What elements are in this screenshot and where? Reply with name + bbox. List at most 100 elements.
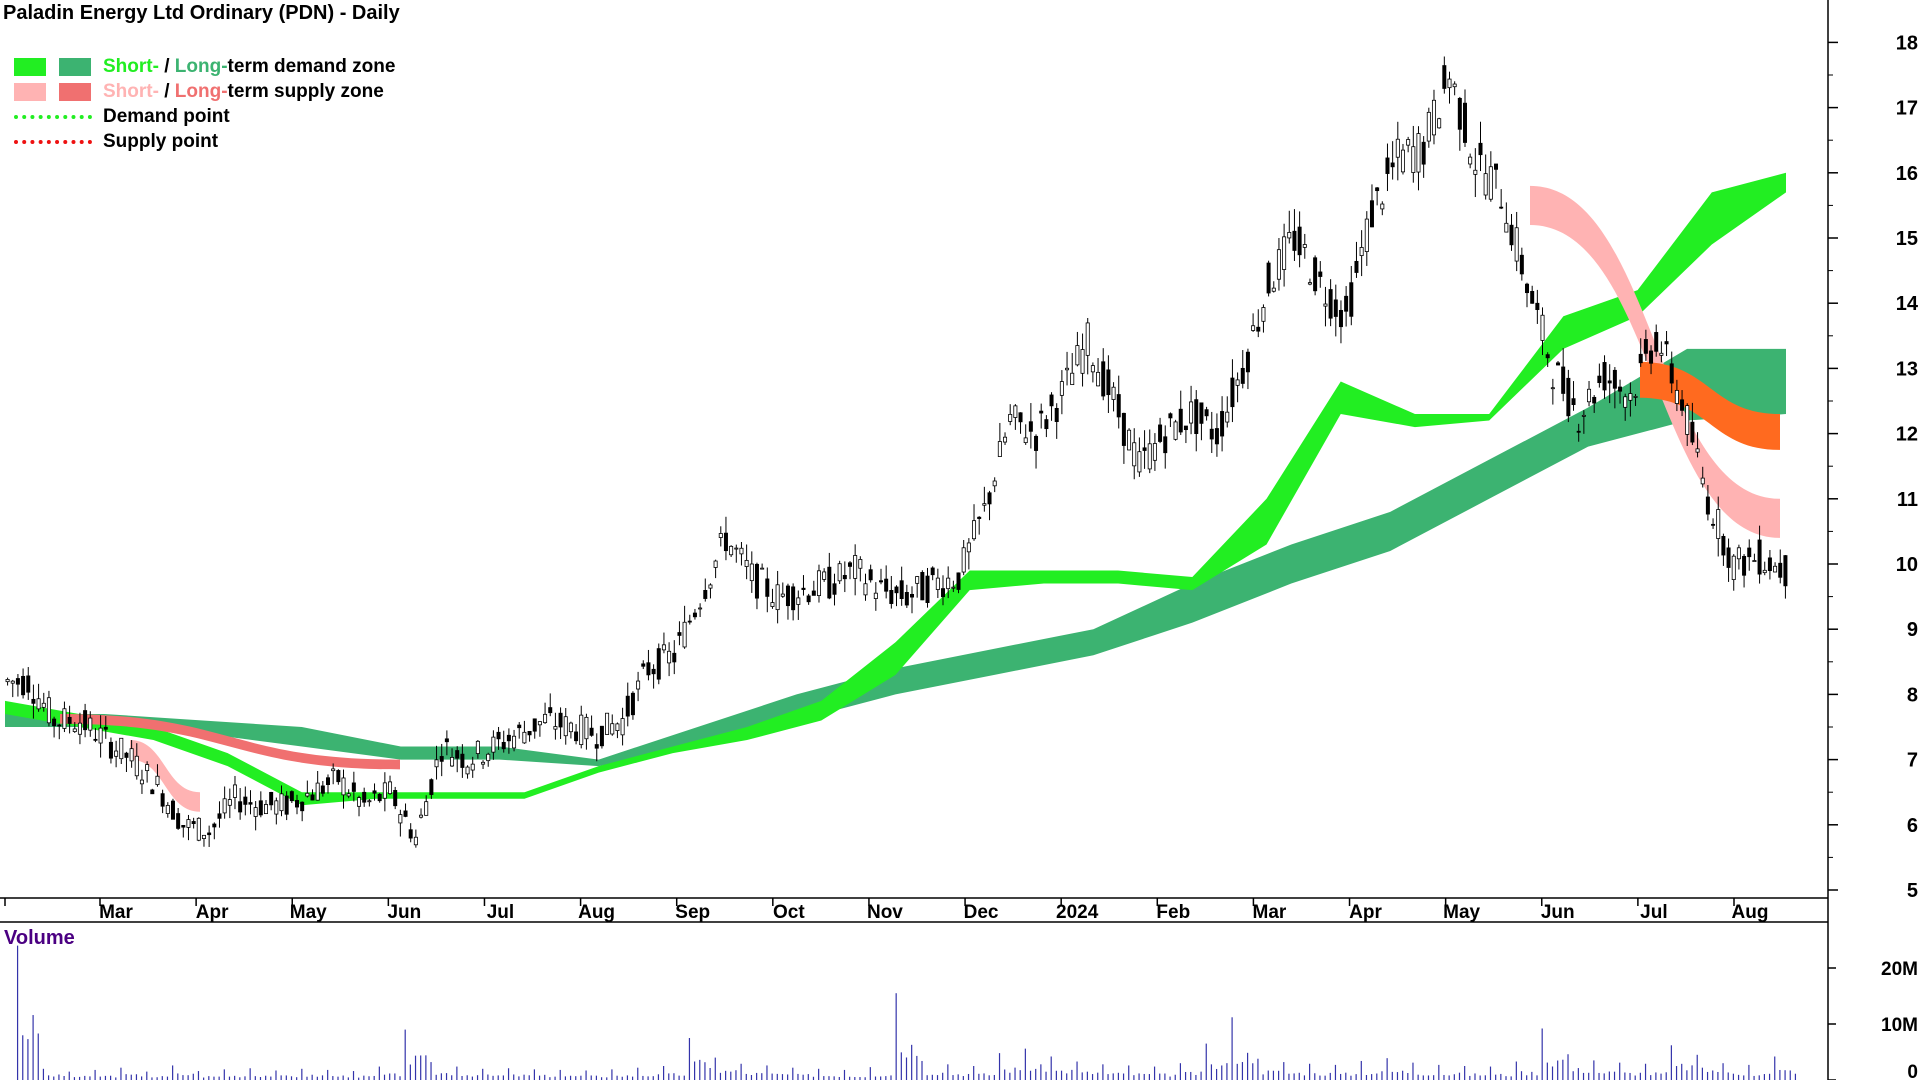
candle-body bbox=[1276, 249, 1281, 280]
candle-body bbox=[181, 825, 186, 828]
candle-body bbox=[997, 441, 1002, 457]
y-tick-label: 8 bbox=[1907, 684, 1918, 706]
y-tick-label: 5 bbox=[1907, 880, 1918, 902]
candle-body bbox=[1359, 247, 1364, 257]
candle-body bbox=[579, 714, 584, 746]
candle-body bbox=[605, 712, 610, 735]
candle-body bbox=[837, 563, 842, 582]
candle-body bbox=[951, 586, 956, 589]
candle-body bbox=[512, 735, 517, 749]
candle-body bbox=[1023, 437, 1028, 444]
candle-body bbox=[1101, 361, 1106, 397]
candle-body bbox=[894, 586, 899, 594]
candle-body bbox=[1488, 166, 1493, 200]
candle-body bbox=[1762, 569, 1767, 574]
candle-body bbox=[1364, 218, 1369, 252]
candle-body bbox=[207, 832, 212, 836]
candle-body bbox=[134, 755, 139, 777]
candle-body bbox=[718, 533, 723, 538]
candle-body bbox=[108, 741, 113, 759]
candle-body bbox=[1400, 149, 1405, 173]
candle-body bbox=[925, 575, 930, 603]
candle-body bbox=[889, 590, 894, 604]
candle-body bbox=[625, 695, 630, 717]
candle-body bbox=[1380, 203, 1385, 210]
candle-body bbox=[222, 798, 227, 814]
candle-body bbox=[1607, 380, 1612, 384]
candle-body bbox=[827, 566, 832, 599]
candle-body bbox=[1757, 539, 1762, 575]
candle-body bbox=[15, 678, 20, 685]
candle-body bbox=[450, 757, 455, 767]
candle-body bbox=[832, 583, 837, 595]
short-supply-swatch bbox=[14, 83, 46, 101]
candle-body bbox=[1349, 282, 1354, 317]
x-tick-label: Nov bbox=[867, 902, 903, 923]
candle-body bbox=[491, 736, 496, 753]
candle-body bbox=[1044, 419, 1049, 430]
candle-body bbox=[1494, 163, 1499, 170]
candle-body bbox=[1220, 411, 1225, 437]
candle-body bbox=[1147, 443, 1152, 470]
candle-body bbox=[1240, 367, 1245, 384]
candle-body bbox=[1106, 369, 1111, 396]
candle-body bbox=[305, 792, 310, 797]
candle-body bbox=[775, 584, 780, 611]
candle-body bbox=[941, 588, 946, 598]
candle-body bbox=[992, 480, 997, 487]
candle-body bbox=[1680, 399, 1685, 411]
candle-body bbox=[822, 571, 827, 580]
candle-body bbox=[1695, 448, 1700, 453]
x-tick-label: Jun bbox=[387, 902, 421, 923]
candle-body bbox=[1158, 424, 1163, 442]
x-tick-label: Mar bbox=[99, 902, 133, 923]
candle-body bbox=[1540, 314, 1545, 341]
candle-body bbox=[1266, 262, 1271, 294]
candle-body bbox=[315, 782, 320, 801]
candle-body bbox=[729, 545, 734, 556]
candle-body bbox=[1597, 375, 1602, 384]
candle-body bbox=[1602, 362, 1607, 391]
candle-body bbox=[1096, 371, 1101, 387]
candle-body bbox=[1132, 442, 1137, 467]
candle-body bbox=[31, 698, 36, 704]
legend-demand-point-text: Demand point bbox=[103, 106, 230, 127]
candle-body bbox=[1142, 447, 1147, 451]
candle-body bbox=[1344, 295, 1349, 312]
candle-body bbox=[1773, 565, 1778, 573]
candle-body bbox=[201, 834, 206, 839]
candle-body bbox=[1256, 326, 1261, 332]
candle-body bbox=[1318, 271, 1323, 277]
candle-body bbox=[1747, 547, 1752, 558]
candle-body bbox=[760, 567, 765, 570]
candle-body bbox=[10, 680, 15, 684]
x-tick-label: Apr bbox=[196, 902, 229, 923]
candle-body bbox=[868, 569, 873, 581]
candle-body bbox=[5, 679, 10, 683]
candle-body bbox=[284, 795, 289, 815]
candle-body bbox=[1003, 436, 1008, 443]
candle-body bbox=[232, 784, 237, 798]
legend-short-label: Short- bbox=[103, 56, 159, 77]
candle-body bbox=[475, 740, 480, 754]
candle-body bbox=[1354, 260, 1359, 273]
candle-body bbox=[589, 727, 594, 736]
candle-body bbox=[1214, 428, 1219, 445]
candle-body bbox=[62, 708, 67, 729]
candle-body bbox=[1235, 379, 1240, 386]
candle-body bbox=[1209, 428, 1214, 440]
candle-body bbox=[357, 797, 362, 807]
candle-body bbox=[1282, 236, 1287, 270]
legend-demand-zone-text: term demand zone bbox=[227, 56, 396, 77]
candle-body bbox=[1478, 142, 1483, 156]
x-tick-label: Dec bbox=[964, 902, 999, 923]
x-tick-label: Aug bbox=[1732, 902, 1769, 923]
candle-body bbox=[388, 781, 393, 795]
candle-body bbox=[532, 718, 537, 732]
candle-body bbox=[863, 583, 868, 596]
candle-body bbox=[1090, 365, 1095, 373]
candle-body bbox=[1736, 547, 1741, 560]
candle-body bbox=[1690, 421, 1695, 443]
short-term-supply-band bbox=[1530, 185, 1780, 538]
